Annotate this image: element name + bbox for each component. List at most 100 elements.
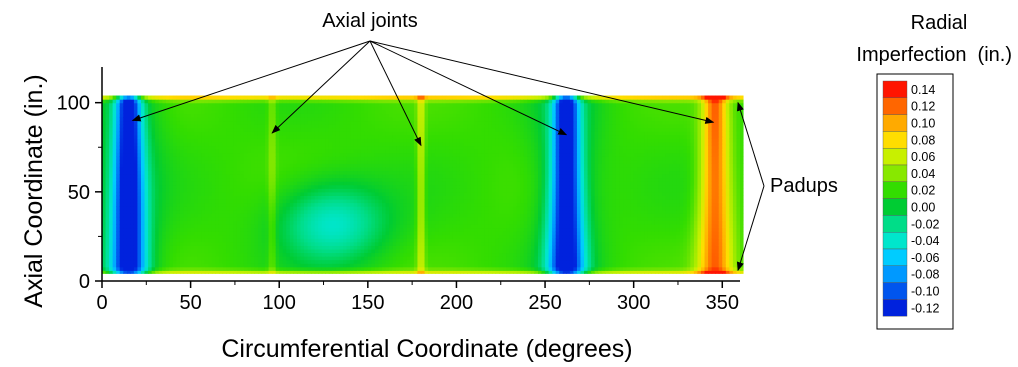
- heatmap-cell: [374, 149, 380, 154]
- heatmap-cell: [102, 184, 107, 189]
- heatmap-cell: [236, 170, 241, 175]
- heatmap-cell: [183, 156, 188, 161]
- heatmap-cell: [300, 252, 305, 257]
- heatmap-cell: [286, 209, 291, 214]
- heatmap-cell: [335, 174, 341, 179]
- heatmap-cell: [421, 241, 426, 246]
- heatmap-cell: [335, 127, 341, 132]
- heatmap-cell: [328, 106, 333, 111]
- heatmap-cell: [265, 152, 270, 157]
- heatmap-cell: [201, 124, 206, 129]
- heatmap-cell: [201, 109, 206, 114]
- heatmap-cell: [413, 198, 419, 204]
- heatmap-cell: [218, 248, 224, 254]
- heatmap-cell: [307, 184, 312, 189]
- heatmap-cell: [197, 234, 202, 239]
- heatmap-cell: [222, 102, 227, 107]
- heatmap-cell: [243, 266, 248, 271]
- heatmap-cell: [194, 252, 199, 257]
- heatmap-cell: [296, 184, 302, 189]
- heatmap-cell: [339, 113, 344, 118]
- heatmap-cell: [226, 191, 231, 196]
- heatmap-cell: [116, 234, 121, 239]
- heatmap-cell: [304, 209, 309, 214]
- heatmap-cell: [304, 206, 309, 211]
- heatmap-cell: [403, 202, 408, 207]
- heatmap-cell: [211, 181, 217, 186]
- heatmap-cell: [431, 195, 436, 200]
- heatmap-cell: [314, 109, 319, 114]
- heatmap-cell: [296, 223, 302, 229]
- heatmap-cell: [325, 206, 330, 211]
- heatmap-cell: [187, 120, 192, 125]
- heatmap-cell: [396, 209, 401, 214]
- heatmap-cell: [360, 241, 365, 246]
- heatmap-cell: [133, 141, 139, 147]
- heatmap-cell: [261, 270, 266, 274]
- heatmap-cell: [314, 248, 319, 254]
- heatmap-cell: [318, 184, 323, 189]
- heatmap-cell: [226, 120, 231, 125]
- heatmap-cell: [339, 188, 344, 193]
- heatmap-cell: [102, 206, 107, 211]
- heatmap-cell: [350, 238, 355, 243]
- heatmap-cell: [332, 159, 337, 164]
- heatmap-cell: [109, 170, 114, 175]
- heatmap-cell: [204, 106, 209, 111]
- heatmap-cell: [339, 124, 344, 129]
- heatmap-cell: [109, 188, 114, 193]
- heatmap-cell: [428, 252, 433, 257]
- heatmap-cell: [169, 170, 174, 175]
- heatmap-cell: [449, 238, 454, 243]
- heatmap-cell: [243, 177, 248, 182]
- heatmap-cell: [353, 198, 358, 204]
- heatmap-cell: [236, 131, 241, 136]
- heatmap-cell: [172, 248, 178, 254]
- heatmap-cell: [275, 231, 280, 236]
- heatmap-cell: [215, 116, 220, 122]
- heatmap-cell: [343, 259, 348, 264]
- heatmap-cell: [190, 241, 195, 246]
- heatmap-cell: [286, 124, 291, 129]
- heatmap-cell: [389, 102, 394, 107]
- heatmap-cell: [371, 245, 376, 250]
- heatmap-cell: [424, 227, 429, 232]
- heatmap-cell: [424, 124, 429, 129]
- heatmap-cell: [176, 227, 181, 232]
- heatmap-cell: [222, 95, 227, 100]
- heatmap-cell: [236, 95, 241, 100]
- heatmap-cell: [229, 234, 234, 239]
- heatmap-cell: [165, 163, 170, 168]
- heatmap-cell: [123, 149, 128, 154]
- heatmap-cell: [179, 241, 185, 246]
- heatmap-cell: [445, 184, 450, 189]
- heatmap-cell: [137, 191, 142, 196]
- heatmap-cell: [374, 181, 380, 186]
- heatmap-cell: [350, 159, 355, 164]
- heatmap-cell: [403, 138, 408, 143]
- heatmap-cell: [243, 134, 248, 139]
- heatmap-cell: [233, 113, 238, 118]
- heatmap-cell: [435, 227, 440, 232]
- heatmap-cell: [282, 245, 287, 250]
- heatmap-cell: [105, 99, 110, 104]
- heatmap-cell: [275, 152, 280, 157]
- heatmap-cell: [119, 124, 124, 129]
- heatmap-cell: [165, 102, 170, 107]
- heatmap-cell: [403, 102, 408, 107]
- heatmap-cell: [367, 177, 372, 182]
- heatmap-cell: [119, 156, 124, 161]
- heatmap-cell: [293, 231, 298, 236]
- heatmap-cell: [304, 163, 309, 168]
- heatmap-cell: [254, 259, 259, 264]
- heatmap-cell: [346, 213, 351, 218]
- heatmap-cell: [421, 238, 426, 243]
- heatmap-cell: [201, 116, 206, 122]
- heatmap-cell: [243, 174, 248, 179]
- heatmap-cell: [102, 127, 107, 132]
- heatmap-cell: [183, 234, 188, 239]
- heatmap-cell: [307, 270, 312, 274]
- heatmap-cell: [268, 252, 273, 257]
- heatmap-cell: [396, 102, 401, 107]
- heatmap-cell: [165, 216, 170, 221]
